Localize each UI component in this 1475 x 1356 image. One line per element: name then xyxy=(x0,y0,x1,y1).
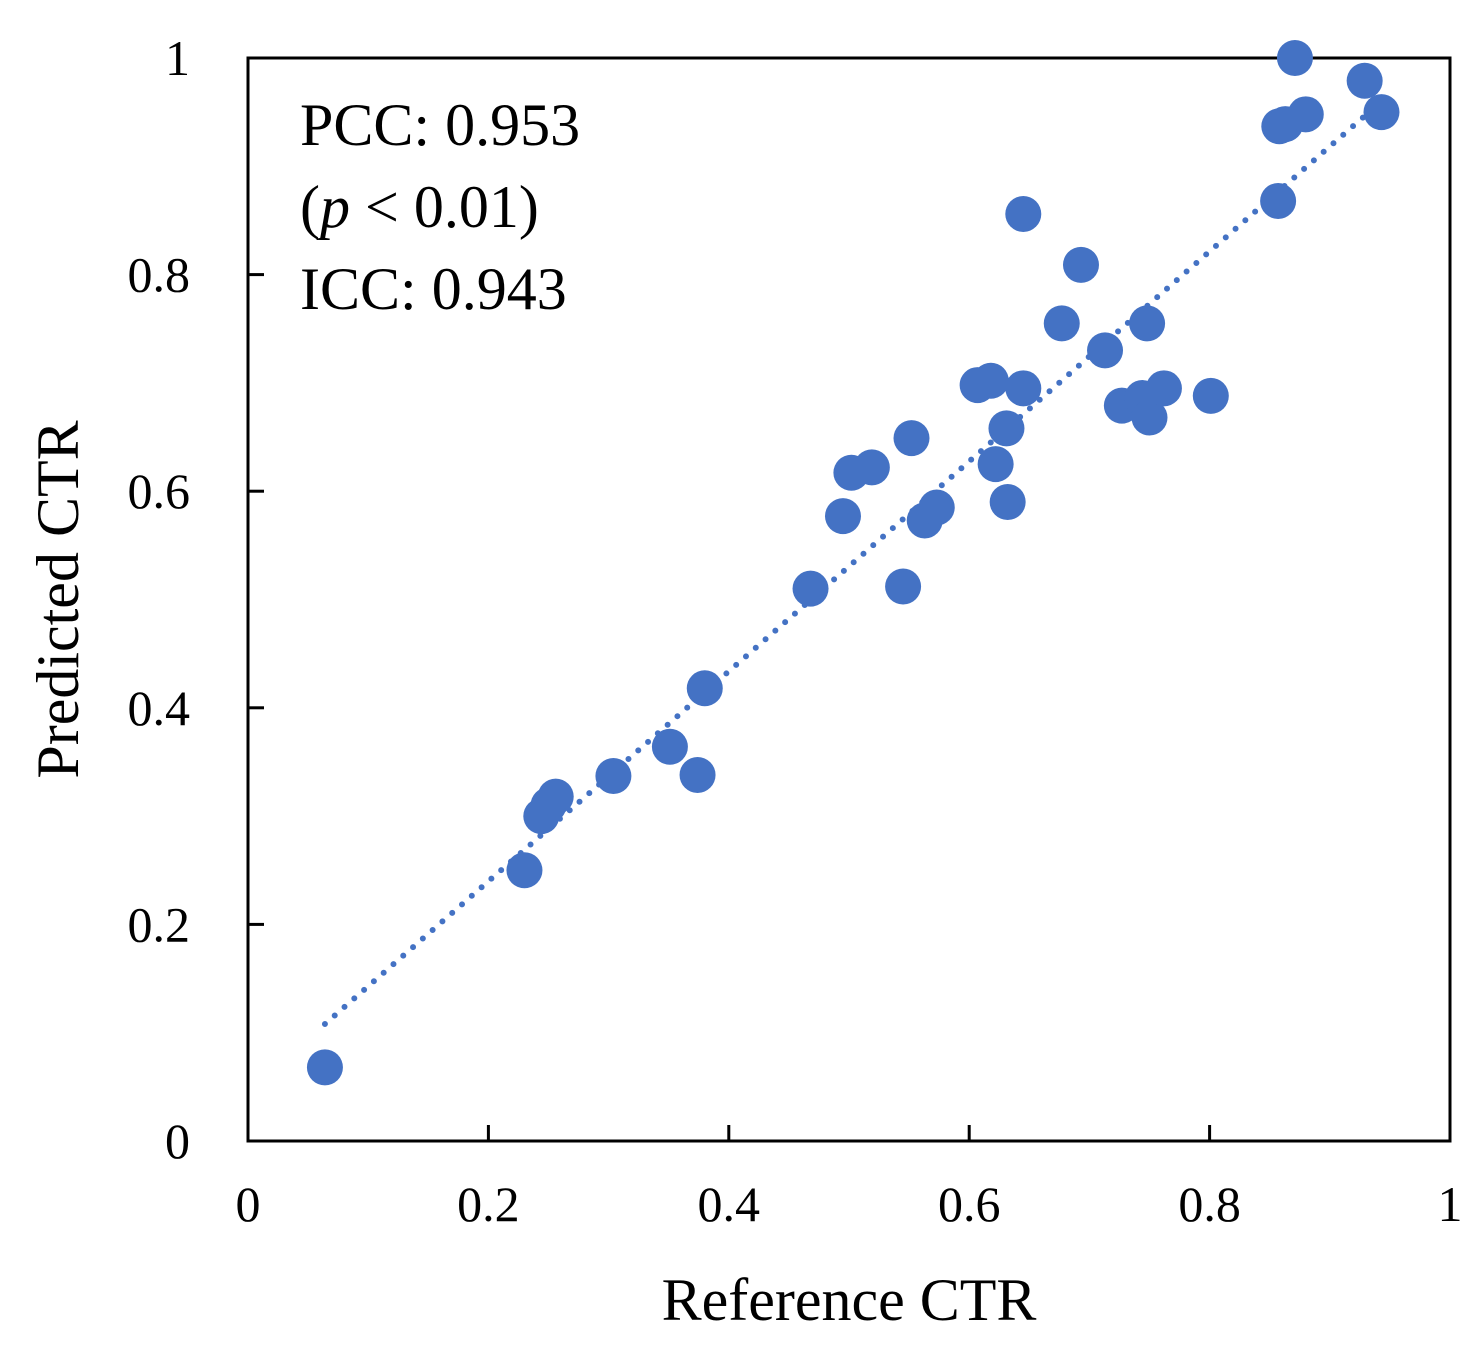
data-point xyxy=(1005,370,1042,407)
annotation-icc: ICC: 0.943 xyxy=(300,256,567,322)
data-point xyxy=(1276,40,1313,76)
data-point xyxy=(1131,399,1168,436)
y-axis-label: Predicted CTR xyxy=(25,420,91,778)
data-point xyxy=(1145,370,1182,407)
y-tick-label: 1 xyxy=(165,30,190,86)
x-tick-label: 0.6 xyxy=(938,1176,1001,1232)
annotation-text: p xyxy=(316,174,350,240)
y-tick-label: 0.8 xyxy=(128,247,191,303)
trendline xyxy=(321,98,1385,1028)
data-point xyxy=(595,758,632,795)
data-point xyxy=(1192,377,1229,414)
x-tick-label: 0 xyxy=(236,1176,261,1232)
data-point xyxy=(1062,246,1099,283)
y-tick-label: 0 xyxy=(165,1113,190,1169)
annotation-pcc: PCC: 0.953 xyxy=(300,92,580,158)
stats-annotation: PCC: 0.953 (p < 0.01) ICC: 0.943 xyxy=(300,92,580,322)
data-point xyxy=(792,570,829,607)
x-tick-label: 0.2 xyxy=(457,1176,520,1232)
plot-area-frame xyxy=(246,56,1452,1143)
annotation-text: < 0.01) xyxy=(350,174,539,240)
annotation-pval: (p < 0.01) xyxy=(300,174,539,240)
data-point xyxy=(1346,62,1383,99)
data-point xyxy=(506,852,543,889)
annotation-text: ( xyxy=(300,174,320,240)
x-tick-label: 0.4 xyxy=(698,1176,761,1232)
data-point xyxy=(686,670,723,707)
data-point xyxy=(988,410,1025,447)
data-point xyxy=(977,446,1014,483)
data-point xyxy=(537,778,574,815)
data-point xyxy=(1363,94,1400,131)
data-point xyxy=(1043,305,1080,342)
data-point xyxy=(853,449,890,486)
data-point xyxy=(1260,182,1297,219)
data-points xyxy=(306,40,1400,1086)
x-axis-label: Reference CTR xyxy=(662,1267,1037,1333)
y-axis: 0 0.2 0.4 0.6 0.8 1 xyxy=(128,30,264,1169)
data-point xyxy=(1087,332,1124,369)
annotation-text: ICC: 0.943 xyxy=(300,256,567,322)
x-tick-label: 0.8 xyxy=(1178,1176,1241,1232)
y-tick-label: 0.2 xyxy=(128,896,191,952)
data-point xyxy=(989,484,1026,521)
data-point xyxy=(1129,305,1166,342)
data-point xyxy=(1287,96,1324,133)
y-tick-label: 0.6 xyxy=(128,463,191,519)
y-tick-label: 0.4 xyxy=(128,680,191,736)
data-point xyxy=(651,728,688,765)
x-axis: 0 0.2 0.4 0.6 0.8 1 xyxy=(236,1125,1463,1232)
annotation-text: PCC: 0.953 xyxy=(300,92,580,158)
data-point xyxy=(972,362,1009,399)
data-point xyxy=(918,489,955,526)
data-point xyxy=(893,420,930,457)
data-point xyxy=(679,756,716,793)
data-point xyxy=(824,498,861,535)
data-point xyxy=(885,568,922,605)
x-tick-label: 1 xyxy=(1438,1176,1463,1232)
data-point xyxy=(306,1049,343,1086)
data-point xyxy=(1005,195,1042,232)
